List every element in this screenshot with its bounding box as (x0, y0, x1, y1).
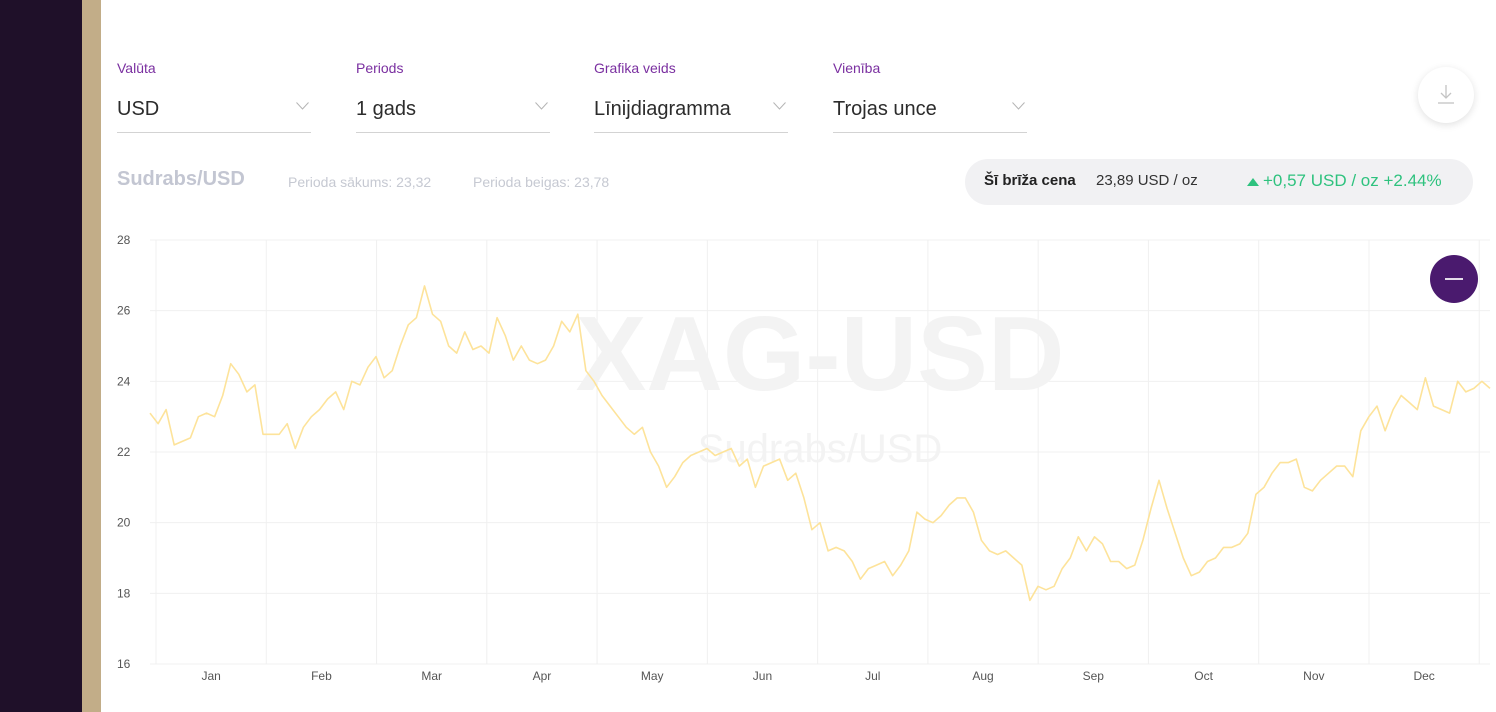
up-arrow-icon (1247, 178, 1259, 186)
chevron-down-icon (1012, 102, 1025, 110)
zoom-out-button[interactable] (1430, 255, 1478, 303)
current-price-value: 23,89 USD / oz (1096, 172, 1198, 189)
period-select-label: Periods (356, 60, 404, 76)
currency-select-label: Valūta (117, 60, 156, 76)
chevron-down-icon (535, 102, 548, 110)
period-select-value: 1 gads (356, 98, 417, 120)
y-tick-label: 28 (117, 233, 131, 247)
y-tick-label: 26 (117, 304, 131, 318)
left-dark-strip (0, 0, 82, 712)
x-tick-label: Oct (1194, 669, 1213, 683)
chevron-down-icon (773, 102, 786, 110)
chart-type-select[interactable]: Grafika veids Līnijdiagramma (594, 60, 788, 133)
download-icon (1438, 85, 1454, 104)
unit-select-value: Trojas unce (833, 98, 937, 120)
series-line-silver-usd (149, 285, 1491, 602)
y-tick-label: 18 (117, 586, 131, 600)
watermark-sub: Sudrabs/USD (698, 427, 943, 471)
watermark-main: XAG-USD (576, 295, 1065, 413)
price-change: +0,57 USD / oz +2.44% (1263, 171, 1442, 190)
x-tick-label: Nov (1303, 669, 1324, 683)
period-select[interactable]: Periods 1 gads (356, 60, 550, 133)
x-tick-label: May (641, 669, 664, 683)
y-tick-label: 16 (117, 657, 131, 671)
y-axis-ticks: 16 18 20 22 24 26 28 (117, 233, 131, 671)
left-gold-strip (82, 0, 101, 712)
y-tick-label: 20 (117, 516, 131, 530)
period-start: Perioda sākums: 23,32 (288, 174, 432, 190)
x-tick-label: Jan (201, 669, 220, 683)
x-axis-ticks: Jan Feb Mar Apr May Jun Jul Aug Sep Oct Nov Dec (201, 669, 1434, 683)
x-tick-label: Sep (1083, 669, 1105, 683)
zoom-out-icon (1445, 278, 1463, 280)
x-tick-label: Mar (421, 669, 442, 683)
currency-select-value: USD (117, 98, 160, 120)
x-tick-label: Feb (311, 669, 332, 683)
current-price-badge: Šī brīža cena 23,89 USD / oz +0,57 USD /… (965, 159, 1473, 205)
currency-select[interactable]: Valūta USD (117, 60, 311, 133)
x-tick-label: Jul (865, 669, 880, 683)
download-button[interactable] (1418, 67, 1474, 123)
y-tick-label: 22 (117, 445, 131, 459)
x-tick-label: Aug (972, 669, 993, 683)
current-price-label: Šī brīža cena (984, 172, 1076, 189)
unit-select-label: Vienība (833, 60, 881, 76)
x-tick-label: Apr (533, 669, 552, 683)
chart-pair-title: Sudrabs/USD (117, 168, 245, 190)
chart-type-select-label: Grafika veids (594, 60, 676, 76)
x-tick-label: Jun (753, 669, 772, 683)
period-end: Perioda beigas: 23,78 (473, 174, 610, 190)
y-tick-label: 24 (117, 374, 131, 388)
chevron-down-icon (296, 102, 309, 110)
unit-select[interactable]: Vienība Trojas unce (833, 60, 1027, 133)
x-tick-label: Dec (1413, 669, 1434, 683)
chart-type-select-value: Līnijdiagramma (594, 98, 731, 120)
